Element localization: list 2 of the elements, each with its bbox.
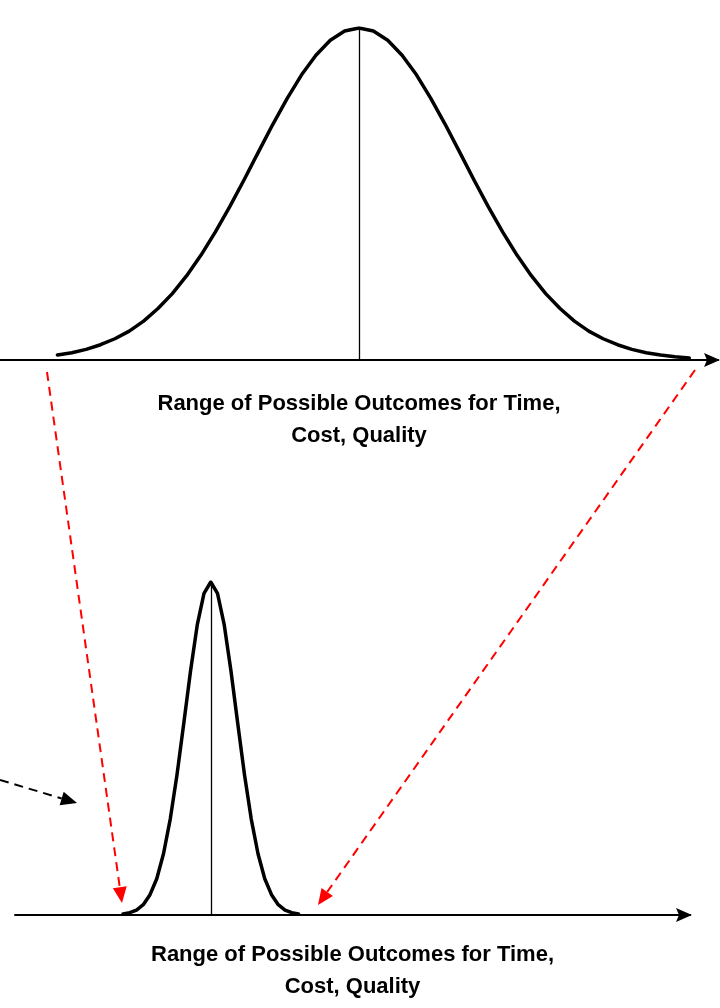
x-axis-title: Range of Possible Outcomes for Time, Cost, Quality [150, 940, 555, 998]
x-axis-title: Range of Possible Outcomes for Time, Cost, Quality [157, 389, 561, 447]
